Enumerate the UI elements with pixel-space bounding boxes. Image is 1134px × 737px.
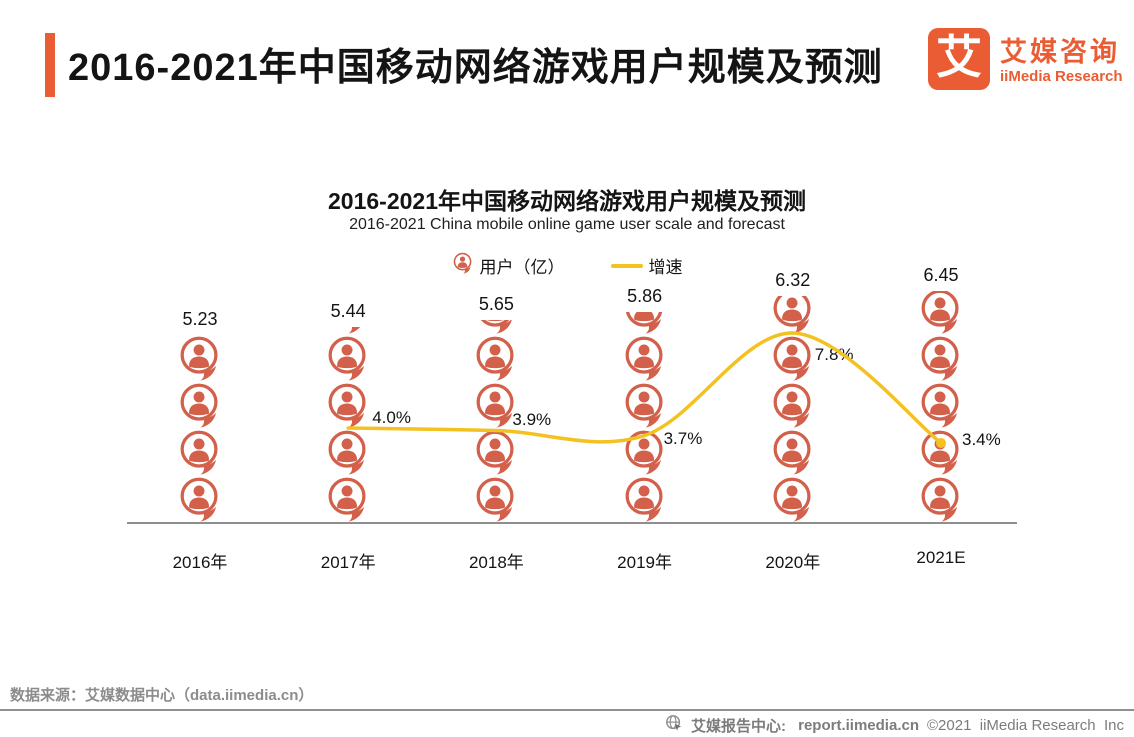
user-speech-bubble-icon xyxy=(770,382,816,429)
user-speech-bubble-icon xyxy=(918,429,964,476)
footer-bar: 艾媒报告中心: report.iimedia.cn ©2021 iiMedia … xyxy=(665,714,1124,736)
x-axis-label: 2019年 xyxy=(617,553,672,572)
x-axis-line xyxy=(127,522,1017,524)
chart-subtitle: 2016-2021 China mobile online game user … xyxy=(349,216,785,233)
user-speech-bubble-icon xyxy=(622,476,668,523)
user-speech-bubble-icon xyxy=(325,335,371,382)
value-label: 5.44 xyxy=(330,301,366,321)
user-speech-bubble-icon xyxy=(918,476,964,523)
user-speech-bubble-icon xyxy=(473,320,519,335)
user-speech-bubble-icon xyxy=(473,476,519,523)
user-speech-bubble-icon xyxy=(325,476,371,523)
footer-site-label: 艾媒报告中心: xyxy=(690,717,791,735)
user-speech-bubble-icon xyxy=(325,327,371,335)
user-speech-bubble-icon xyxy=(473,429,519,476)
x-axis-label: 2020年 xyxy=(765,553,821,572)
chart-legend: 用户（亿） 增速 xyxy=(0,252,1134,279)
user-speech-bubble-icon xyxy=(622,429,668,476)
pictogram-column xyxy=(622,312,668,523)
chart-title: 2016-2021年中国移动网络游戏用户规模及预测 xyxy=(328,188,806,214)
pictogram-column xyxy=(325,327,371,523)
value-label: 6.32 xyxy=(775,270,811,290)
globe-cursor-icon xyxy=(665,714,683,736)
user-speech-bubble-icon xyxy=(770,335,816,382)
user-speech-bubble-icon xyxy=(622,312,668,335)
user-speech-bubble-icon xyxy=(770,476,816,523)
growth-point-label: 3.9% xyxy=(512,409,552,429)
x-axis-label: 2021E xyxy=(916,548,966,567)
x-axis-label: 2017年 xyxy=(320,553,376,572)
brand-name-cn: 艾媒咨询 xyxy=(1000,37,1120,67)
ai-glyph: 艾 xyxy=(936,31,982,83)
user-speech-bubble-icon xyxy=(770,296,816,335)
user-speech-bubble-icon xyxy=(770,429,816,476)
logo-text: 艾媒咨询 iiMedia Research xyxy=(1000,28,1123,86)
user-speech-bubble-icon xyxy=(452,252,474,279)
brand-name-en: iiMedia Research xyxy=(1000,67,1123,85)
user-speech-bubble-icon xyxy=(473,335,519,382)
user-speech-bubble-icon xyxy=(177,476,223,523)
pictogram-column xyxy=(770,296,816,523)
footer-copyright: ©2021 iiMedia Research Inc xyxy=(927,716,1124,734)
legend-item-growth: 增速 xyxy=(610,253,683,278)
legend-item-users: 用户（亿） xyxy=(452,252,565,279)
user-speech-bubble-icon xyxy=(918,382,964,429)
value-label: 6.45 xyxy=(923,265,959,285)
growth-point-label: 3.4% xyxy=(962,430,1001,449)
user-speech-bubble-icon xyxy=(918,291,964,335)
user-speech-bubble-icon xyxy=(325,382,371,429)
logo-mark: 艾 xyxy=(928,28,990,90)
legend-users-label: 用户（亿） xyxy=(479,258,565,277)
legend-growth-label: 增速 xyxy=(648,258,683,277)
footer-divider xyxy=(0,709,1134,711)
header-accent-bar xyxy=(45,33,55,97)
x-axis-label: 2016年 xyxy=(172,553,228,572)
line-swatch-icon xyxy=(610,263,643,268)
source-note: 数据来源：艾媒数据中心（data.iimedia.cn） xyxy=(10,687,314,704)
brand-logo: 艾 艾媒咨询 iiMedia Research xyxy=(928,28,1123,90)
user-speech-bubble-icon xyxy=(325,429,371,476)
x-axis-label: 2018年 xyxy=(468,553,524,572)
user-speech-bubble-icon xyxy=(622,382,668,429)
footer-site-url: report.iimedia.cn xyxy=(798,716,919,734)
user-speech-bubble-icon xyxy=(622,335,668,382)
pictogram-column xyxy=(177,335,223,523)
user-speech-bubble-icon xyxy=(177,382,223,429)
growth-point-label: 3.7% xyxy=(663,428,703,448)
pictogram-column xyxy=(918,291,964,523)
user-speech-bubble-icon xyxy=(918,335,964,382)
report-title: 2016-2021年中国移动网络游戏用户规模及预测 xyxy=(68,47,883,89)
value-label: 5.86 xyxy=(627,286,663,306)
value-label: 5.65 xyxy=(478,294,514,314)
growth-point-label: 4.0% xyxy=(372,408,411,427)
user-speech-bubble-icon xyxy=(177,429,223,476)
value-label: 5.23 xyxy=(182,309,218,329)
growth-point-label: 7.8% xyxy=(814,345,854,364)
user-speech-bubble-icon xyxy=(177,335,223,382)
